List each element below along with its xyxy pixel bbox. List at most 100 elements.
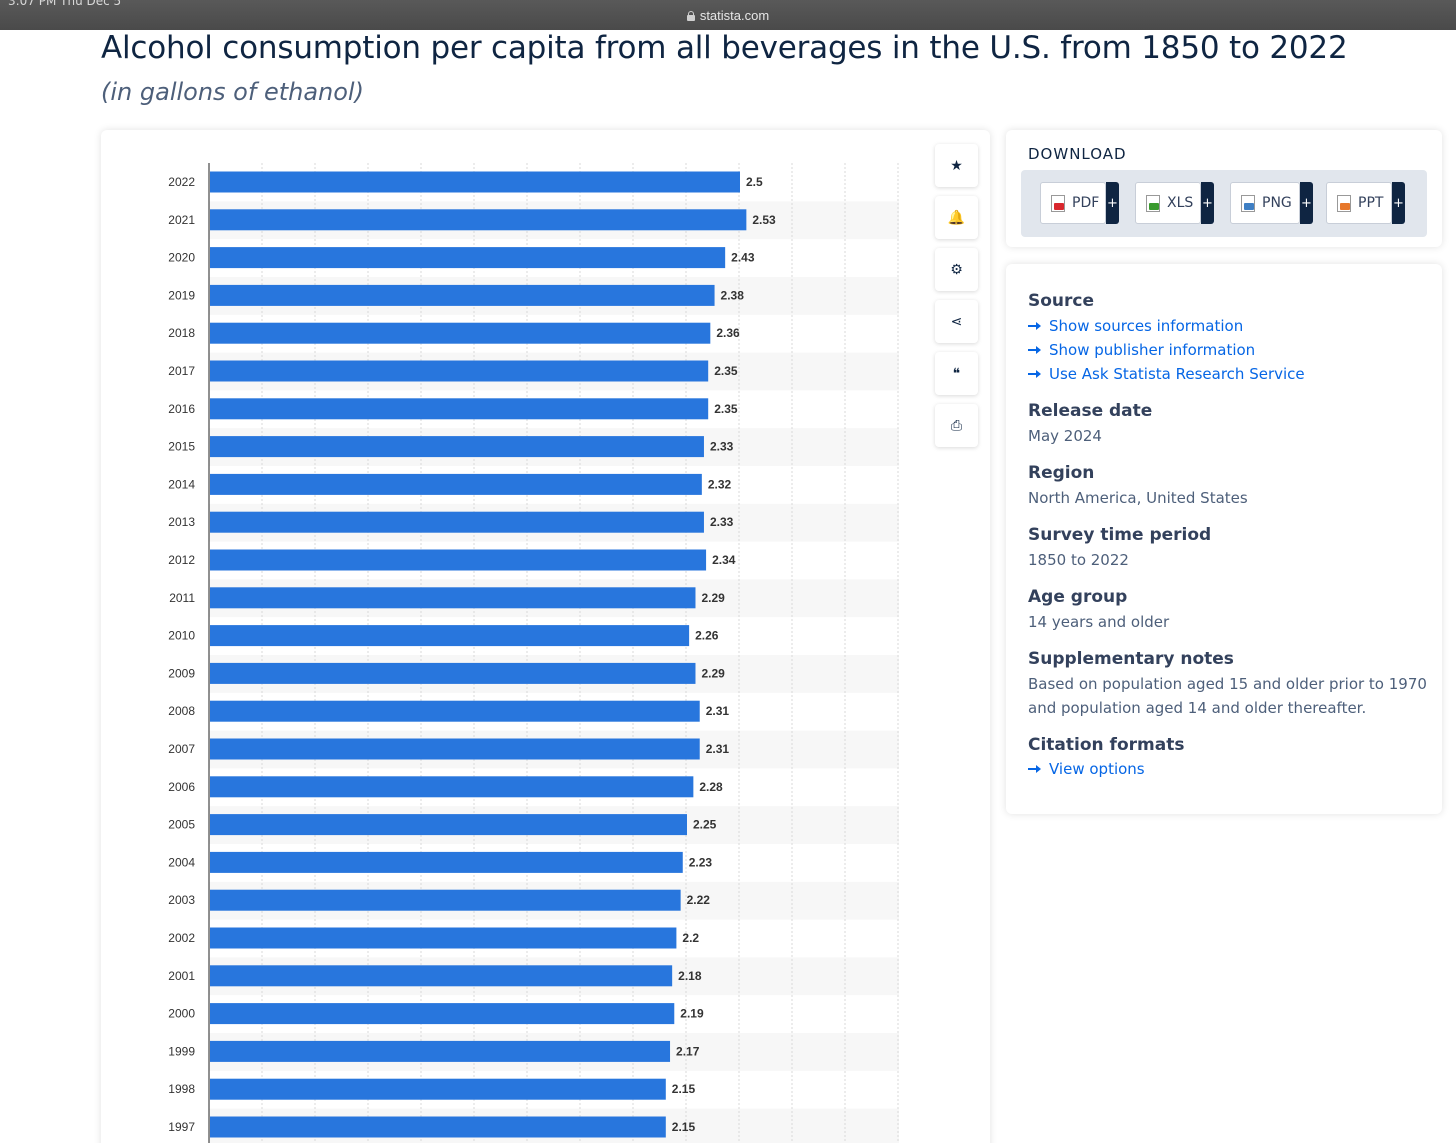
y-tick-label: 2004 <box>168 855 195 869</box>
data-label: 2.29 <box>701 591 725 605</box>
data-label: 2.53 <box>752 213 776 227</box>
data-label: 2.23 <box>689 855 713 869</box>
download-pdf-button[interactable]: PDF <box>1040 182 1106 224</box>
bar-2017[interactable] <box>210 360 709 382</box>
y-tick-label: 2007 <box>168 742 195 756</box>
bar-2014[interactable] <box>210 473 702 495</box>
bar-2022[interactable] <box>210 171 740 193</box>
print-icon: ⎙ <box>950 417 963 434</box>
cite-quote-button[interactable]: ❝ <box>935 352 978 395</box>
data-label: 2.32 <box>708 477 732 491</box>
bar-2009[interactable] <box>210 662 696 684</box>
bar-1999[interactable] <box>210 1040 671 1062</box>
show-publisher-link[interactable]: Show publisher information <box>1028 341 1255 359</box>
bar-2011[interactable] <box>210 587 696 609</box>
bar-2000[interactable] <box>210 1003 675 1025</box>
bar-2003[interactable] <box>210 889 681 911</box>
bar-2004[interactable] <box>210 851 683 873</box>
data-label: 2.31 <box>706 704 730 718</box>
y-tick-label: 2017 <box>168 364 195 378</box>
download-xls-button[interactable]: XLS <box>1135 182 1201 224</box>
arrow-right-icon <box>1028 369 1041 379</box>
bar-2013[interactable] <box>210 511 704 533</box>
bar-1997[interactable] <box>210 1116 666 1138</box>
y-tick-label: 2003 <box>168 893 195 907</box>
bar-2012[interactable] <box>210 549 707 571</box>
y-tick-label: 2010 <box>168 629 195 643</box>
arrow-right-icon <box>1028 345 1041 355</box>
download-xls-label: XLS <box>1167 195 1194 211</box>
data-label: 2.43 <box>731 251 755 265</box>
data-label: 2.15 <box>672 1082 696 1096</box>
y-tick-label: 2020 <box>168 251 195 265</box>
bar-2001[interactable] <box>210 965 673 987</box>
survey-period-value: 1850 to 2022 <box>1028 551 1129 569</box>
y-tick-label: 2005 <box>168 818 195 832</box>
bar-2015[interactable] <box>210 436 704 458</box>
y-tick-label: 2008 <box>168 704 195 718</box>
y-tick-label: 2018 <box>168 326 195 340</box>
share-button[interactable]: ⋖ <box>935 300 978 343</box>
pdf-file-icon <box>1051 194 1065 212</box>
show-sources-link[interactable]: Show sources information <box>1028 317 1243 335</box>
bar-2018[interactable] <box>210 322 711 344</box>
url-text: statista.com <box>699 8 770 23</box>
statistic-info-panel: Source Show sources information Show pub… <box>1006 264 1442 814</box>
bar-2019[interactable] <box>210 284 715 306</box>
age-group-heading: Age group <box>1028 587 1128 607</box>
ask-statista-link[interactable]: Use Ask Statista Research Service <box>1028 365 1305 383</box>
download-ppt-options-button[interactable]: + <box>1392 182 1405 224</box>
bar-2020[interactable] <box>210 247 726 269</box>
data-label: 2.25 <box>693 818 717 832</box>
bar-2005[interactable] <box>210 814 687 836</box>
status-bar-time: 3:07 PM Thu Dec 5 <box>8 0 122 8</box>
share-icon: ⋖ <box>950 313 963 330</box>
y-tick-label: 2001 <box>168 969 195 983</box>
survey-period-heading: Survey time period <box>1028 525 1212 545</box>
bar-2021[interactable] <box>210 209 747 231</box>
download-title: DOWNLOAD <box>1028 145 1127 163</box>
download-xls-options-button[interactable]: + <box>1201 182 1214 224</box>
favorite-star-button[interactable]: ★ <box>935 144 978 187</box>
chart-card: 2022 2.5 2021 2.53 2020 2.43 2019 2.38 2018 2.36 2… <box>101 130 990 1143</box>
browser-toolbar: 3:07 PM Thu Dec 5 statista.com <box>0 0 1456 30</box>
print-button[interactable]: ⎙ <box>935 404 978 447</box>
bar-chart: 2022 2.5 2021 2.53 2020 2.43 2019 2.38 2018 2.36 2… <box>168 163 899 1143</box>
y-tick-label: 2021 <box>168 213 195 227</box>
download-ppt-label: PPT <box>1358 195 1384 211</box>
page-subtitle: (in gallons of ethanol) <box>101 78 364 106</box>
bar-2016[interactable] <box>210 398 709 420</box>
download-pdf-options-button[interactable]: + <box>1106 182 1119 224</box>
bar-2008[interactable] <box>210 700 700 722</box>
release-date-value: May 2024 <box>1028 427 1102 445</box>
download-png-button[interactable]: PNG <box>1230 182 1300 224</box>
address-bar[interactable]: statista.com <box>0 8 1456 23</box>
data-label: 2.33 <box>710 440 734 454</box>
y-tick-label: 2022 <box>168 175 195 189</box>
y-tick-label: 2011 <box>169 591 195 605</box>
y-tick-label: 2015 <box>168 440 195 454</box>
bar-2006[interactable] <box>210 776 694 798</box>
settings-gear-button[interactable]: ⚙ <box>935 248 978 291</box>
y-tick-label: 2000 <box>168 1007 195 1021</box>
data-label: 2.2 <box>682 931 699 945</box>
view-options-link[interactable]: View options <box>1028 760 1145 778</box>
bar-2010[interactable] <box>210 625 690 647</box>
y-tick-label: 1999 <box>168 1044 195 1058</box>
download-panel: DOWNLOAD PDF + XLS + PNG + PPT + <box>1006 130 1442 247</box>
bar-1998[interactable] <box>210 1078 666 1100</box>
cite-quote-icon: ❝ <box>952 365 961 382</box>
data-label: 2.19 <box>680 1007 704 1021</box>
source-heading: Source <box>1028 291 1095 311</box>
data-label: 2.18 <box>678 969 702 983</box>
download-ppt-button[interactable]: PPT <box>1326 182 1392 224</box>
download-png-options-button[interactable]: + <box>1300 182 1313 224</box>
download-pdf-label: PDF <box>1072 195 1100 211</box>
data-label: 2.31 <box>706 742 730 756</box>
notification-bell-button[interactable]: 🔔 <box>935 196 978 239</box>
png-file-icon <box>1241 194 1255 212</box>
bar-2007[interactable] <box>210 738 700 760</box>
bar-2002[interactable] <box>210 927 677 949</box>
release-date-heading: Release date <box>1028 401 1153 421</box>
data-label: 2.34 <box>712 553 736 567</box>
